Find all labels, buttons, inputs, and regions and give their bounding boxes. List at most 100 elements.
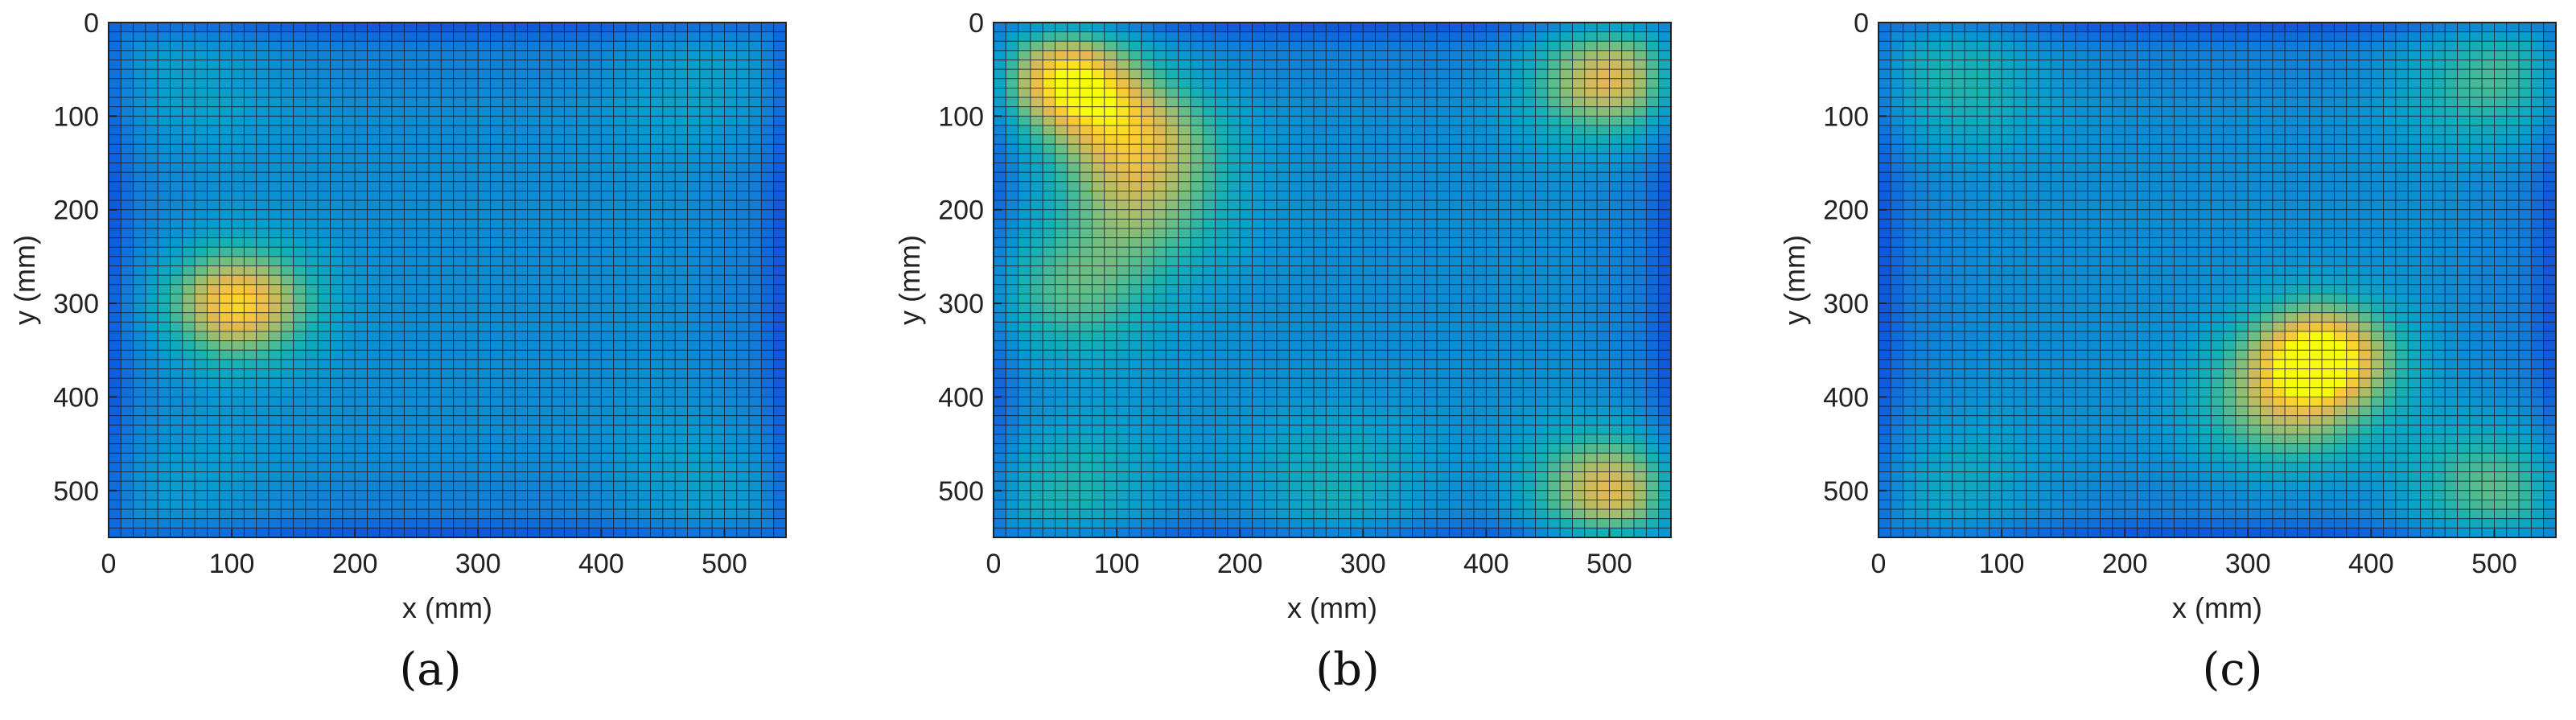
heatmap-cell <box>330 405 344 417</box>
heatmap-cell <box>662 462 676 472</box>
heatmap-cell <box>699 518 713 529</box>
heatmap-cell <box>440 340 455 351</box>
heatmap-cell <box>699 106 713 117</box>
heatmap-cell <box>1042 312 1056 323</box>
heatmap-cell <box>760 163 775 173</box>
heatmap-cell <box>219 302 232 314</box>
heatmap-cell <box>1436 200 1450 211</box>
heatmap-cell <box>736 60 750 70</box>
heatmap-cell <box>1350 78 1364 88</box>
heatmap-cell <box>748 508 762 520</box>
heatmap-cell <box>1092 153 1105 164</box>
heatmap-cell <box>280 527 294 538</box>
heatmap-cell <box>613 68 627 80</box>
heatmap-cell <box>133 228 146 239</box>
heatmap-cell <box>993 68 1006 80</box>
heatmap-cell <box>1596 284 1610 294</box>
heatmap-cell <box>1215 209 1228 220</box>
heatmap-cell <box>120 284 134 294</box>
heatmap-cell <box>527 256 541 267</box>
heatmap-cell <box>280 302 294 314</box>
heatmap-cell <box>711 143 725 154</box>
heatmap-cell <box>527 340 541 351</box>
heatmap-cell <box>1387 68 1401 80</box>
heatmap-cell <box>527 527 541 538</box>
heatmap-cell <box>588 153 602 164</box>
heatmap-cell <box>231 405 245 417</box>
heatmap-cell <box>993 302 1006 314</box>
heatmap-cell <box>428 452 442 463</box>
heatmap-cell <box>120 209 134 220</box>
heatmap-cell <box>194 294 208 304</box>
heatmap-cell <box>760 284 775 294</box>
heatmap-cell <box>637 284 652 294</box>
heatmap-cell <box>1128 218 1142 229</box>
heatmap-cell <box>1042 171 1056 183</box>
heatmap-cell <box>1338 246 1352 257</box>
heatmap-cell <box>576 340 590 351</box>
heatmap-cell <box>551 424 565 435</box>
heatmap-cell <box>243 424 257 435</box>
heatmap-cell <box>1227 22 1241 33</box>
heatmap-cell <box>502 294 516 304</box>
heatmap-cell <box>1215 40 1228 51</box>
heatmap-cell <box>182 256 195 267</box>
heatmap-cell <box>527 349 541 360</box>
heatmap-cell <box>1215 78 1228 88</box>
heatmap-cell <box>1645 209 1660 220</box>
heatmap-cell <box>650 256 664 267</box>
heatmap-cell <box>1350 218 1364 229</box>
heatmap-cell <box>243 218 257 229</box>
heatmap-cell <box>1658 106 1672 117</box>
heatmap-cell <box>367 471 381 482</box>
heatmap-cell <box>1412 31 1426 42</box>
heatmap-cell <box>1473 68 1487 80</box>
heatmap-cell <box>1338 125 1352 136</box>
heatmap-cell <box>539 424 553 435</box>
heatmap-cell <box>527 134 541 145</box>
heatmap-cell <box>1153 228 1167 239</box>
heatmap-cell <box>280 377 294 389</box>
heatmap-cell <box>1448 115 1463 126</box>
heatmap-cell <box>724 321 738 332</box>
heatmap-cell <box>613 274 627 286</box>
heatmap-cell <box>428 415 442 426</box>
heatmap-cell <box>1313 115 1327 126</box>
heatmap-cell <box>674 106 688 117</box>
heatmap-cell <box>465 246 479 257</box>
heatmap-cell <box>1178 190 1191 201</box>
heatmap-cell <box>613 256 627 267</box>
heatmap-cell <box>1141 312 1154 323</box>
heatmap-cell <box>1276 31 1290 42</box>
heatmap-cell <box>1633 302 1647 314</box>
heatmap-cell <box>194 424 208 435</box>
heatmap-cell <box>1128 228 1142 239</box>
heatmap-cell <box>1338 237 1352 248</box>
heatmap-cell <box>1092 106 1105 117</box>
heatmap-cell <box>120 246 134 257</box>
heatmap-cell <box>576 284 590 294</box>
heatmap-cell <box>1325 22 1339 33</box>
heatmap-cell <box>1559 200 1573 211</box>
heatmap-cell <box>650 405 664 417</box>
heatmap-cell <box>1165 171 1179 183</box>
heatmap-cell <box>699 163 713 173</box>
heatmap-cell <box>1042 284 1056 294</box>
heatmap-cell <box>699 349 713 360</box>
heatmap-cell <box>440 312 455 323</box>
heatmap-cell <box>1239 115 1253 126</box>
heatmap-cell <box>1572 87 1586 98</box>
heatmap-cell <box>527 50 541 61</box>
heatmap-cell <box>1412 246 1426 257</box>
heatmap-cell <box>145 218 158 229</box>
heatmap-cell <box>1645 302 1660 314</box>
heatmap-cell <box>1153 125 1167 136</box>
heatmap-cell <box>1510 284 1524 294</box>
heatmap-cell <box>736 40 750 51</box>
heatmap-cell <box>157 50 171 61</box>
heatmap-cell <box>1399 228 1413 239</box>
heatmap-cell <box>342 527 356 538</box>
heatmap-cell <box>1288 97 1302 108</box>
heatmap-cell <box>231 68 245 80</box>
heatmap-cell <box>157 218 171 229</box>
